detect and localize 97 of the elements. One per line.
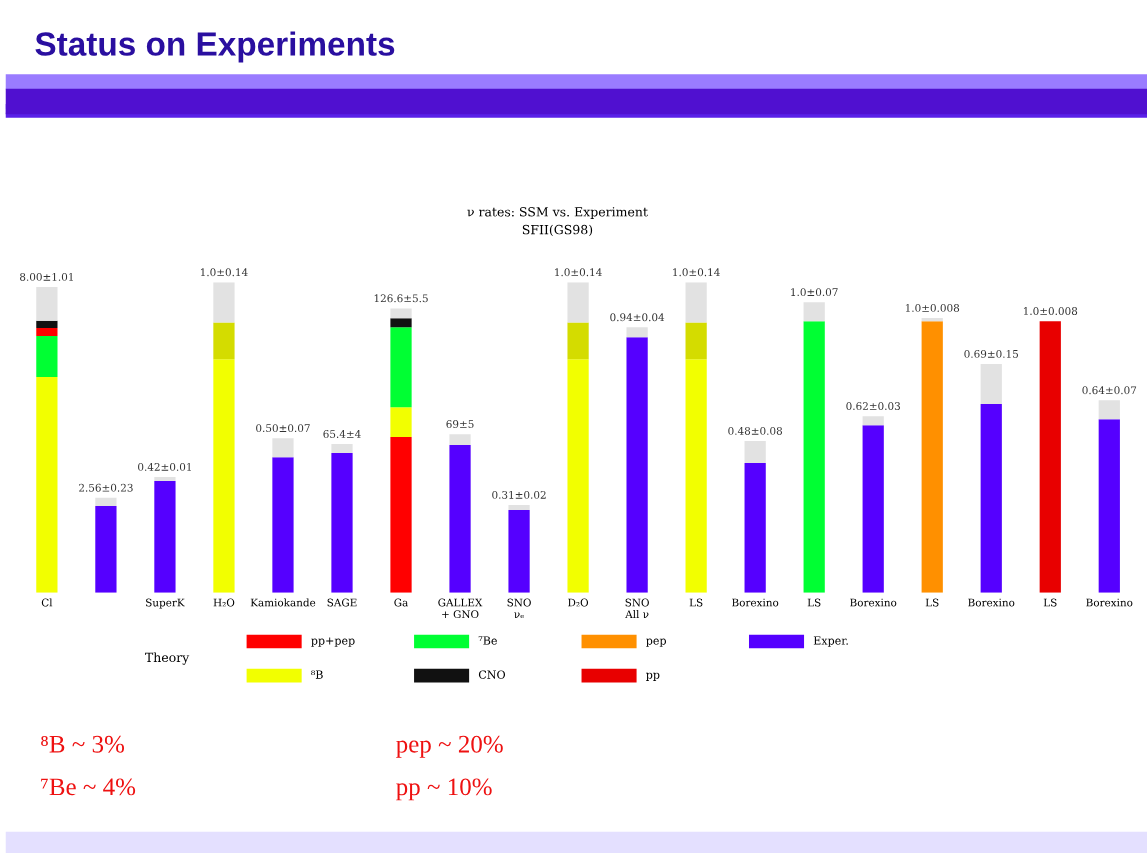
bar [567, 282, 589, 323]
text: pp ~ 10% [396, 778, 492, 801]
chart-subtitle: ν rates: SSM vs. Experiment SFII(GS98) [467, 207, 648, 237]
total-label: 126.6±5.5 [374, 294, 428, 303]
bar [508, 504, 530, 510]
bar [626, 337, 648, 593]
total-label: 0.48±0.08 [728, 426, 783, 435]
x-tick-label: Borexino [1086, 598, 1133, 607]
bar [36, 336, 58, 378]
bar [862, 425, 884, 593]
bar [921, 321, 943, 593]
bar [390, 308, 412, 319]
bar [744, 463, 766, 593]
x-tick-label: LS [689, 598, 703, 607]
bar [803, 321, 825, 593]
legend-label: Exper. [813, 636, 848, 647]
bar [685, 282, 707, 323]
bar [390, 327, 412, 408]
x-tick-label: Borexino [850, 598, 897, 607]
bar [390, 318, 412, 328]
legend-label: CNO [478, 670, 506, 679]
x-tick-label: SNO All ν [625, 598, 649, 618]
bar [449, 434, 471, 446]
bar [95, 505, 117, 593]
bar [95, 497, 117, 506]
text: pep ~ 20% [396, 735, 503, 758]
bar [1039, 321, 1061, 593]
bar [213, 282, 235, 323]
x-tick-label: Borexino [968, 598, 1015, 607]
text: ⁷Be ~ 4% [41, 778, 136, 796]
total-label: 0.69±0.15 [964, 349, 1018, 358]
bar [154, 477, 176, 482]
x-tick-label: SuperK [146, 598, 185, 609]
bar [213, 322, 235, 360]
text: ⁸B ~ 3% [41, 735, 125, 753]
legend-label: pep [646, 638, 666, 647]
bar [744, 441, 766, 464]
bar [1098, 419, 1120, 593]
x-tick-label: LS [807, 598, 821, 607]
bar [980, 404, 1002, 593]
legend-label: pp [646, 672, 660, 681]
bar [626, 327, 648, 338]
bar [685, 322, 707, 360]
x-tick-label: Borexino [732, 598, 779, 607]
bar [213, 359, 235, 593]
bar [272, 457, 294, 593]
bar [567, 322, 589, 360]
x-tick-label: LS [1043, 598, 1057, 607]
total-label: 1.0±0.07 [791, 288, 838, 297]
total-label: 1.0±0.14 [555, 268, 602, 277]
bar [36, 287, 58, 321]
x-tick-label: Cl [41, 598, 53, 607]
total-label: 69±5 [446, 420, 474, 428]
bar [154, 481, 176, 593]
legend-label: ⁸B [311, 670, 323, 679]
total-label: 0.64±0.07 [1082, 386, 1137, 395]
legend-title: Theory [145, 652, 190, 665]
total-label: 1.0±0.14 [200, 268, 248, 277]
x-tick-label: GALLEX + GNO [438, 598, 483, 619]
total-label: 1.0±0.008 [905, 303, 960, 312]
total-label: 0.42±0.01 [138, 462, 192, 471]
total-label: 1.0±0.008 [1023, 307, 1078, 315]
chart-title: Status on Experiments [35, 31, 395, 63]
bar [331, 453, 353, 593]
bar [980, 364, 1002, 405]
bar [685, 359, 707, 593]
bar [862, 416, 884, 426]
bar [36, 377, 58, 593]
total-label: 0.31±0.02 [492, 490, 546, 499]
x-tick-label: SNO νₑ [507, 598, 531, 619]
total-label: 1.0±0.14 [673, 268, 720, 277]
total-label: 0.62±0.03 [846, 402, 900, 410]
bar [921, 318, 943, 322]
x-tick-label: LS [925, 598, 939, 607]
bar [331, 444, 353, 454]
bar [803, 302, 825, 322]
bar [390, 436, 412, 593]
bar [449, 445, 471, 593]
bar [567, 359, 589, 593]
x-tick-label: SAGE [327, 598, 357, 607]
bar [390, 407, 412, 437]
total-label: 2.56±0.23 [79, 483, 133, 492]
total-label: 0.50±0.07 [256, 424, 310, 433]
total-label: 8.00±1.01 [20, 272, 73, 281]
bar [272, 438, 294, 458]
legend-label: ⁷Be [478, 636, 497, 645]
total-label: 0.94±0.04 [610, 313, 665, 322]
bar [508, 509, 530, 593]
x-tick-label: H₂O [213, 598, 235, 607]
bar [36, 320, 58, 328]
bar [36, 327, 58, 337]
legend-label: pp+pep [311, 637, 355, 647]
x-tick-label: D₂O [568, 598, 589, 607]
x-tick-label: Ga [394, 598, 408, 607]
x-tick-label: Kamiokande [250, 598, 316, 607]
total-label: 65.4±4 [323, 430, 361, 438]
bar [1098, 400, 1120, 420]
